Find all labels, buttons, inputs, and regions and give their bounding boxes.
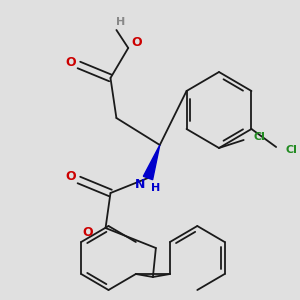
Text: H: H [116, 17, 125, 27]
Text: O: O [66, 56, 76, 70]
Text: O: O [66, 170, 76, 184]
Polygon shape [143, 145, 160, 180]
Text: Cl: Cl [286, 145, 298, 155]
Text: H: H [151, 183, 160, 193]
Text: Cl: Cl [254, 132, 266, 142]
Text: N: N [135, 178, 145, 190]
Text: O: O [132, 37, 142, 50]
Text: O: O [82, 226, 93, 239]
